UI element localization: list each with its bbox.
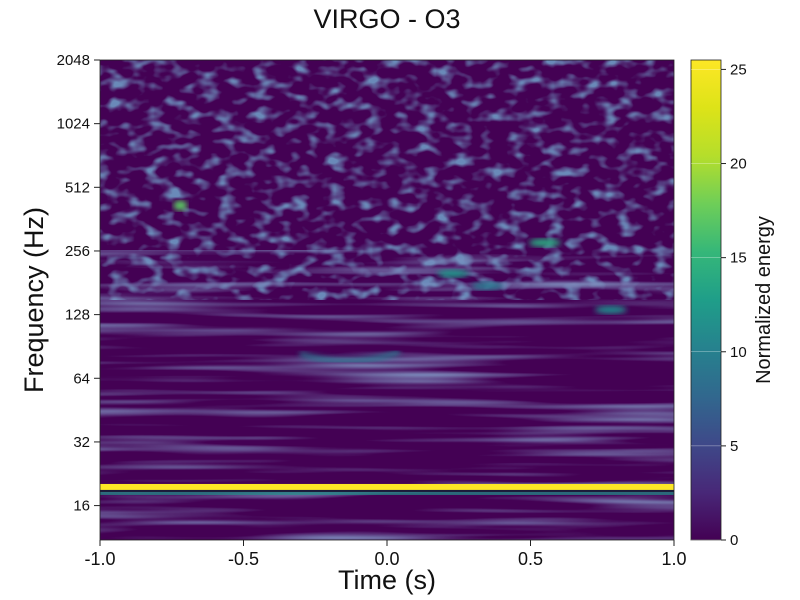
x-axis-label: Time (s) — [338, 565, 436, 595]
feature-hot-spot — [173, 200, 188, 211]
y-tick-label: 16 — [73, 498, 90, 515]
feature-blob — [437, 269, 470, 278]
chart-title: VIRGO - O3 — [313, 4, 460, 34]
x-tick-label: -1.0 — [84, 549, 115, 569]
x-tick-label: 0.5 — [518, 549, 543, 569]
feature-blob — [528, 238, 561, 247]
heatmap-texture-low — [100, 250, 674, 540]
y-tick-label: 256 — [65, 243, 90, 260]
colorbar-label: Normalized energy — [753, 216, 775, 384]
x-tick-label: -0.5 — [228, 549, 259, 569]
feature-blob — [471, 281, 504, 290]
colorbar-tick-label: 20 — [730, 156, 747, 173]
colorbar: 0 5 10 15 20 25 Normalized energy — [690, 59, 775, 549]
y-tick-label: 512 — [65, 179, 90, 196]
colorbar-tick-label: 15 — [730, 250, 747, 267]
colorbar-tick-label: 0 — [730, 532, 738, 549]
y-axis: 16 32 64 128 256 512 1024 2048 — [57, 52, 100, 515]
colorbar-tick-label: 25 — [730, 61, 747, 78]
colorbar-tick-label: 5 — [730, 438, 738, 455]
y-tick-label: 32 — [73, 434, 90, 451]
y-tick-label: 2048 — [57, 52, 90, 69]
y-tick-label: 128 — [65, 307, 90, 324]
x-tick-label: 1.0 — [661, 549, 686, 569]
x-tick-label: 0.0 — [374, 549, 399, 569]
x-axis: -1.0 -0.5 0.0 0.5 1.0 — [84, 540, 687, 569]
band-line-edge — [100, 489, 674, 492]
y-axis-label: Frequency (Hz) — [19, 207, 49, 393]
feature-arc — [298, 349, 401, 364]
colorbar-tick-label: 10 — [730, 344, 747, 361]
y-tick-label: 1024 — [57, 116, 90, 133]
y-tick-label: 64 — [73, 370, 90, 387]
colorbar-gradient — [690, 59, 722, 541]
plot-area — [100, 60, 674, 540]
band-line — [100, 483, 674, 490]
feature-blob — [594, 305, 627, 314]
